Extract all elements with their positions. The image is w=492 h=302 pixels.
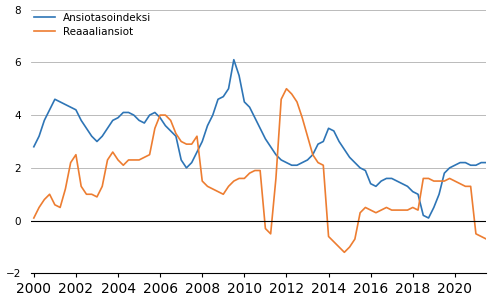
Ansiotasoindeksi bbox=[426, 216, 431, 220]
Ansiotasoindeksi bbox=[231, 58, 237, 62]
Line: Ansiotasoindeksi: Ansiotasoindeksi bbox=[34, 60, 492, 218]
Reaaaliansiot bbox=[152, 127, 158, 130]
Legend: Ansiotasoindeksi, Reaaaliansiot: Ansiotasoindeksi, Reaaaliansiot bbox=[34, 13, 151, 37]
Reaaaliansiot bbox=[310, 153, 316, 156]
Reaaaliansiot bbox=[447, 177, 453, 180]
Reaaaliansiot bbox=[189, 142, 195, 146]
Ansiotasoindeksi bbox=[294, 163, 300, 167]
Ansiotasoindeksi bbox=[152, 111, 158, 114]
Ansiotasoindeksi bbox=[310, 153, 316, 156]
Ansiotasoindeksi bbox=[168, 129, 174, 133]
Reaaaliansiot bbox=[294, 100, 300, 104]
Ansiotasoindeksi bbox=[447, 166, 453, 170]
Reaaaliansiot bbox=[31, 216, 37, 220]
Ansiotasoindeksi bbox=[31, 145, 37, 149]
Reaaaliansiot bbox=[168, 119, 174, 122]
Line: Reaaaliansiot: Reaaaliansiot bbox=[34, 89, 492, 252]
Ansiotasoindeksi bbox=[189, 161, 195, 164]
Reaaaliansiot bbox=[283, 87, 289, 91]
Reaaaliansiot bbox=[341, 250, 347, 254]
